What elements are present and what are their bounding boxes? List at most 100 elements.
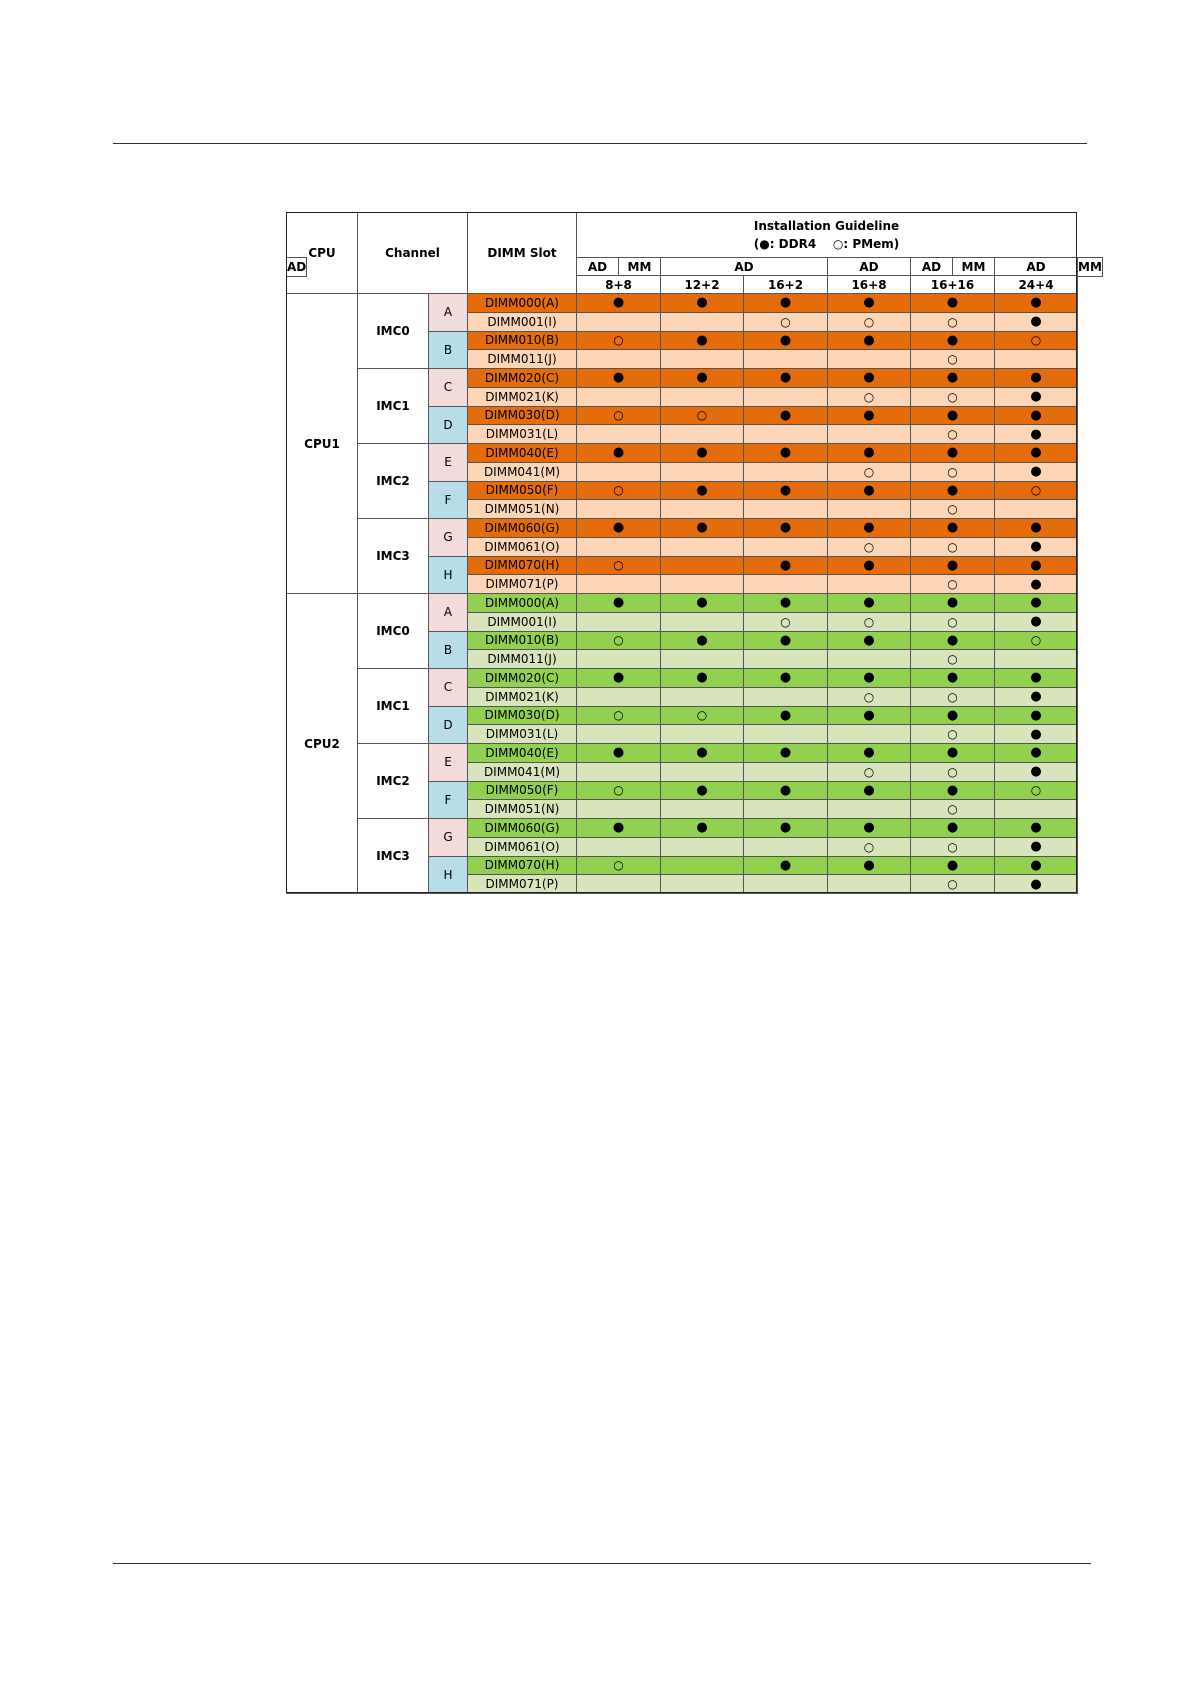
pmem-open-circle-icon: ○ [780,614,791,629]
ddr4-filled-circle-icon: ● [863,557,875,573]
ddr4-filled-circle-icon: ● [946,707,959,723]
install-cell: ○ [910,311,995,332]
mode-header-ad: AD [576,257,619,277]
install-cell: ● [994,368,1078,388]
install-cell: ● [994,818,1078,838]
install-cell: ○ [576,705,661,726]
dimm-slot-label: DIMM031(L) [467,424,577,444]
pmem-open-circle-icon: ○ [613,708,624,723]
install-cell [660,555,744,576]
install-cell [994,349,1078,369]
install-cell: ● [660,443,744,463]
install-cell [743,724,828,744]
install-cell [743,799,828,819]
install-cell: ● [994,724,1078,744]
install-cell: ● [994,555,1078,576]
install-cell: ● [660,330,744,351]
dimm-slot-label: DIMM020(C) [467,368,577,388]
dimm-slot-label: DIMM040(E) [467,743,577,763]
ddr4-filled-circle-icon: ● [1030,426,1042,442]
dimm-slot-label: DIMM020(C) [467,668,577,688]
install-cell [827,874,911,894]
ddr4-filled-circle-icon: ● [1030,839,1042,855]
dimm-slot-label: DIMM011(J) [467,349,577,369]
install-cell: ● [743,443,828,463]
pmem-open-circle-icon: ○ [947,802,958,817]
install-cell: ● [743,555,828,576]
install-cell: ○ [910,574,995,594]
install-cell: ○ [827,611,911,632]
ddr4-filled-circle-icon: ● [946,857,959,873]
channel-letter: E [428,443,468,482]
pmem-open-circle-icon: ○ [613,858,624,873]
install-cell: ● [576,593,661,613]
mode-header-ad: AD [660,257,828,277]
install-cell: ○ [910,386,995,407]
install-cell: ● [576,668,661,688]
install-cell: ● [660,518,744,538]
ddr4-filled-circle-icon: ● [863,745,875,761]
install-cell: ● [660,818,744,838]
ddr4-filled-circle-icon: ● [612,520,625,536]
ddr4-filled-circle-icon: ● [779,520,792,536]
install-cell: ● [994,855,1078,876]
ddr4-filled-circle-icon: ● [863,632,875,648]
install-cell: ● [827,443,911,463]
config-header: 24+4 [994,275,1078,295]
install-cell: ● [910,293,995,313]
install-cell: ○ [827,311,911,332]
install-cell: ● [994,461,1078,482]
ddr4-filled-circle-icon: ● [696,632,708,648]
ddr4-filled-circle-icon: ● [612,595,625,611]
install-cell [743,424,828,444]
install-cell [660,536,744,557]
ddr4-filled-circle-icon: ● [946,782,959,798]
dimm-slot-label: DIMM050(F) [467,480,577,501]
install-cell: ○ [576,405,661,426]
install-cell [994,799,1078,819]
dimm-slot-label: DIMM010(B) [467,330,577,351]
ddr4-filled-circle-icon: ● [612,745,625,761]
install-cell: ● [994,668,1078,688]
install-cell: ○ [576,780,661,801]
install-cell: ● [910,818,995,838]
install-cell: ● [743,743,828,763]
install-cell: ● [743,593,828,613]
dimm-slot-label: DIMM031(L) [467,724,577,744]
ddr4-filled-circle-icon: ● [1030,876,1042,892]
mode-header-mm: MM [1077,257,1103,277]
install-cell: ● [910,518,995,538]
install-cell [660,836,744,857]
dimm-slot-label: DIMM041(M) [467,761,577,782]
install-cell: ● [910,555,995,576]
install-cell: ○ [910,536,995,557]
ddr4-filled-circle-icon: ● [779,632,792,648]
pmem-open-circle-icon: ○ [863,389,875,404]
channel-letter: C [428,368,468,407]
ddr4-filled-circle-icon: ● [696,820,708,836]
ddr4-filled-circle-icon: ● [779,482,792,498]
install-cell [660,424,744,444]
ddr4-filled-circle-icon: ● [1030,707,1042,723]
install-cell: ● [660,743,744,763]
install-cell [576,499,661,519]
install-cell [827,649,911,669]
pmem-open-circle-icon: ○ [1030,333,1042,348]
guideline-legend: (●: DDR4 ○: PMem) [754,235,900,253]
config-header: 16+16 [910,275,995,295]
install-cell: ● [660,293,744,313]
install-cell [743,461,828,482]
install-cell: ● [743,293,828,313]
install-cell: ● [743,518,828,538]
channel-letter: H [428,555,468,594]
install-cell: ● [910,668,995,688]
ddr4-filled-circle-icon: ● [1030,726,1042,742]
dimm-slot-label: DIMM001(I) [467,611,577,632]
channel-letter: B [428,330,468,369]
install-cell: ● [827,705,911,726]
dimm-slot-label: DIMM071(P) [467,574,577,594]
ddr4-filled-circle-icon: ● [946,745,959,761]
ddr4-filled-circle-icon: ● [1030,445,1042,461]
install-cell: ○ [827,836,911,857]
install-cell: ● [910,443,995,463]
